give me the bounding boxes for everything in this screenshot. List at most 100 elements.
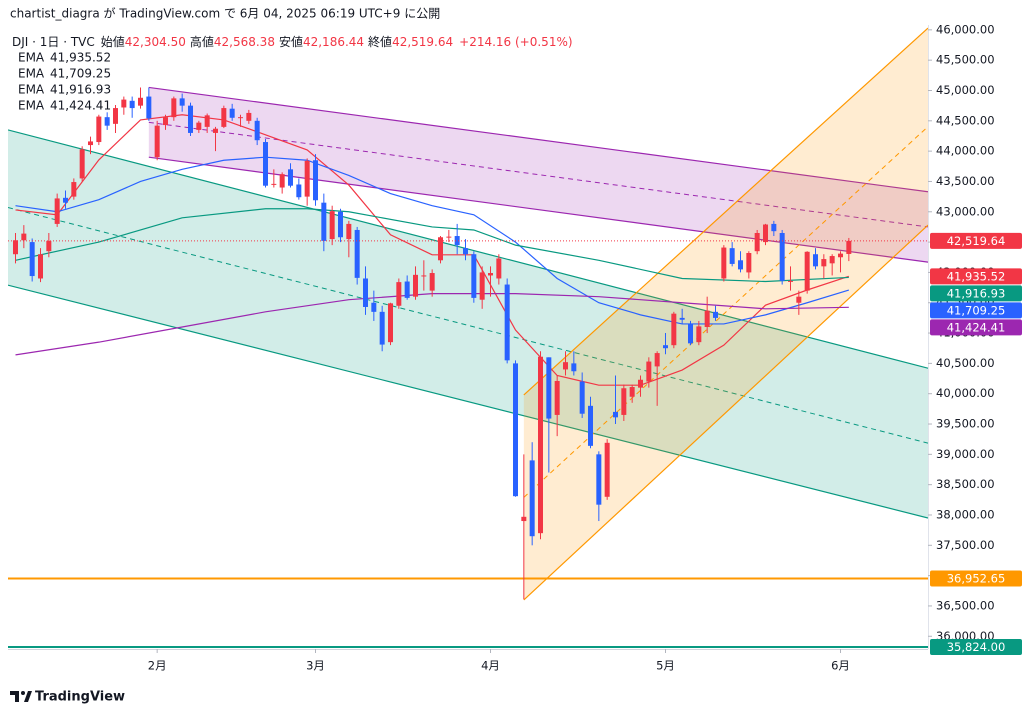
candle-body bbox=[421, 275, 427, 277]
candle-body bbox=[404, 281, 410, 298]
candle-body bbox=[554, 380, 560, 415]
y-tick-label: 44,000.00 bbox=[936, 144, 995, 158]
candle-body bbox=[771, 223, 777, 232]
ema-line bbox=[15, 208, 849, 283]
candle-body bbox=[471, 254, 477, 298]
candle-body bbox=[604, 442, 610, 497]
legend-name: EMA bbox=[18, 67, 45, 81]
candle-body bbox=[704, 310, 710, 327]
candle-body bbox=[238, 117, 243, 119]
y-tick-label: 45,000.00 bbox=[936, 83, 995, 97]
candle-body bbox=[171, 98, 177, 118]
candle-body bbox=[263, 142, 268, 186]
candle-body bbox=[538, 356, 543, 534]
candle-body bbox=[588, 405, 593, 446]
legend-name: EMA bbox=[18, 99, 45, 113]
y-tick-label: 39,500.00 bbox=[936, 417, 995, 431]
candle-body bbox=[496, 258, 502, 279]
candle-body bbox=[529, 460, 535, 537]
candle-body bbox=[429, 273, 435, 291]
candle-body bbox=[213, 128, 218, 133]
close-value: 42,519.64 bbox=[392, 35, 453, 49]
price-tag bbox=[930, 570, 1022, 587]
channel-fill bbox=[523, 28, 928, 600]
candle-body bbox=[29, 242, 35, 277]
candle-body bbox=[488, 273, 493, 276]
candle-body bbox=[104, 117, 110, 126]
candle-body bbox=[613, 411, 618, 418]
candle-body bbox=[413, 274, 418, 297]
x-tick-label: 5月 bbox=[656, 659, 675, 673]
logo bbox=[10, 691, 32, 702]
price-tag bbox=[930, 302, 1022, 319]
candle-body bbox=[438, 237, 443, 261]
candle-body bbox=[88, 141, 93, 146]
change: +214.16 (+0.51%) bbox=[459, 35, 572, 49]
open-name: 始値 bbox=[101, 34, 125, 49]
candle-body bbox=[563, 362, 568, 370]
candle-body bbox=[188, 105, 193, 133]
y-tick-label: 43,500.00 bbox=[936, 174, 995, 188]
candle-body bbox=[63, 197, 68, 203]
candle-body bbox=[713, 311, 718, 318]
channel-line bbox=[523, 224, 928, 601]
channel-line bbox=[148, 156, 928, 263]
candle-body bbox=[338, 211, 343, 238]
candle-body bbox=[446, 236, 452, 238]
channel-fill bbox=[148, 87, 928, 263]
candle-body bbox=[671, 313, 677, 346]
plot-area bbox=[8, 27, 928, 648]
open-value: 42,304.50 bbox=[125, 35, 186, 49]
y-tick-label: 40,000.00 bbox=[936, 386, 995, 400]
price-tag bbox=[930, 268, 1022, 285]
candle-body bbox=[38, 254, 43, 279]
candle-body bbox=[596, 454, 602, 505]
candle-body bbox=[754, 233, 760, 252]
candle-body bbox=[388, 303, 393, 343]
candle-body bbox=[504, 284, 510, 361]
candle-body bbox=[813, 254, 818, 267]
price-tag-label: 42,519.64 bbox=[947, 234, 1006, 248]
candle-body bbox=[304, 160, 310, 197]
price-tag-label: 41,916.93 bbox=[947, 286, 1006, 300]
candle-body bbox=[679, 317, 685, 320]
candle-body bbox=[571, 363, 577, 372]
candle-body bbox=[254, 120, 260, 141]
candle-body bbox=[79, 149, 85, 179]
price-tag-label: 41,709.25 bbox=[947, 303, 1006, 317]
candle-body bbox=[746, 253, 752, 273]
low-value: 42,186.44 bbox=[303, 35, 364, 49]
legend-value: 41,424.41 bbox=[50, 99, 111, 113]
candle-body bbox=[654, 353, 660, 367]
x-tick-label: 6月 bbox=[831, 659, 850, 673]
candle-body bbox=[121, 99, 127, 108]
candle-body bbox=[354, 229, 360, 278]
price-tag bbox=[930, 638, 1022, 655]
candle-body bbox=[546, 357, 552, 419]
footer: TradingView bbox=[35, 690, 125, 705]
candle-body bbox=[621, 388, 627, 415]
candle-body bbox=[579, 381, 585, 414]
y-tick-label: 46,000.00 bbox=[936, 22, 995, 36]
candle-body bbox=[396, 282, 402, 306]
candle-body bbox=[371, 302, 377, 312]
candle-body bbox=[46, 240, 52, 252]
candle-body bbox=[329, 211, 335, 240]
ohlc-legend: DJI · 1日 · TVC 始値42,304.50 高値42,568.38 安値42… bbox=[12, 34, 573, 49]
candle-body bbox=[363, 278, 368, 307]
legend-value: 41,709.25 bbox=[50, 67, 111, 81]
candle-body bbox=[229, 108, 235, 118]
legend-name: EMA bbox=[18, 83, 45, 97]
candle-body bbox=[804, 251, 810, 291]
candle-body bbox=[629, 387, 635, 397]
price-tag bbox=[930, 319, 1022, 336]
legend-name: EMA bbox=[18, 51, 45, 65]
candle-body bbox=[663, 345, 668, 349]
close-name: 終値 bbox=[368, 34, 392, 49]
candle-body bbox=[779, 233, 785, 281]
legend-value: 41,916.93 bbox=[50, 83, 111, 97]
candle-body bbox=[821, 259, 827, 267]
x-tick-label: 3月 bbox=[306, 659, 325, 673]
candle-body bbox=[846, 240, 852, 254]
